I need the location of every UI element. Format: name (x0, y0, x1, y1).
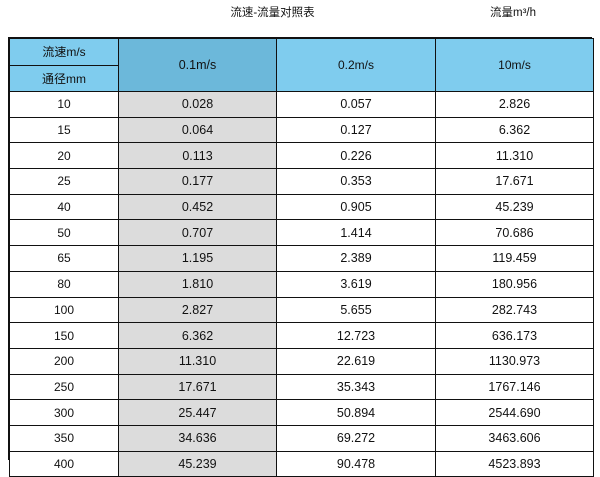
cell-flow-v01: 0.028 (118, 91, 277, 118)
cell-flow-v02: 0.127 (276, 116, 436, 144)
cell-flow-v02: 22.619 (276, 347, 436, 375)
table-row: 100 2.827 5.655 282.743 (9, 296, 594, 324)
header-corner-velocity-label: 流速m/s (9, 38, 119, 66)
cell-flow-v10: 45.239 (435, 193, 594, 221)
cell-flow-v02: 35.343 (276, 373, 436, 401)
cell-flow-v02: 0.353 (276, 168, 436, 195)
cell-flow-v02: 2.389 (276, 245, 436, 272)
cell-flow-v02: 1.414 (276, 219, 436, 247)
cell-flow-v02: 69.272 (276, 424, 436, 452)
cell-flow-v02: 12.723 (276, 322, 436, 349)
table-header-row-bottom: 通径mm (9, 64, 594, 92)
cell-flow-v01: 34.636 (118, 424, 277, 452)
cell-flow-v10: 2544.690 (435, 399, 594, 426)
column-header-0-2m-s[interactable]: 0.2m/s (276, 38, 436, 92)
table-row: 40 0.452 0.905 45.239 (9, 193, 594, 221)
table-row: 300 25.447 50.894 2544.690 (9, 399, 594, 426)
cell-flow-v10: 282.743 (435, 296, 594, 324)
cell-flow-v10: 636.173 (435, 322, 594, 349)
cell-nominal-diameter: 300 (9, 399, 119, 426)
cell-flow-v01: 1.810 (118, 270, 277, 298)
cell-flow-v01: 25.447 (118, 399, 277, 426)
cell-nominal-diameter: 400 (9, 450, 119, 477)
cell-nominal-diameter: 25 (9, 168, 119, 195)
cell-nominal-diameter: 100 (9, 296, 119, 324)
cell-flow-v01: 6.362 (118, 322, 277, 349)
cell-flow-v10: 1130.973 (435, 347, 594, 375)
cell-flow-v01: 0.707 (118, 219, 277, 247)
cell-nominal-diameter: 200 (9, 347, 119, 375)
cell-flow-v10: 1767.146 (435, 373, 594, 401)
table-row: 15 0.064 0.127 6.362 (9, 116, 594, 144)
table-row: 250 17.671 35.343 1767.146 (9, 373, 594, 401)
cell-flow-v10: 180.956 (435, 270, 594, 298)
cell-flow-v10: 17.671 (435, 168, 594, 195)
cell-flow-v02: 0.905 (276, 193, 436, 221)
cell-flow-v01: 45.239 (118, 450, 277, 477)
table-row: 25 0.177 0.353 17.671 (9, 168, 594, 195)
table-row: 65 1.195 2.389 119.459 (9, 245, 594, 272)
page-title: 流速-流量对照表 (230, 7, 315, 19)
table-row: 200 11.310 22.619 1130.973 (9, 347, 594, 375)
cell-flow-v10: 70.686 (435, 219, 594, 247)
cell-nominal-diameter: 250 (9, 373, 119, 401)
table-header-row-top: 流速m/s 0.1m/s 0.2m/s 10m/s (9, 38, 594, 92)
cell-flow-v01: 0.113 (118, 142, 277, 170)
cell-flow-v10: 3463.606 (435, 424, 594, 452)
cell-flow-v01: 1.195 (118, 245, 277, 272)
cell-flow-v01: 0.064 (118, 116, 277, 144)
cell-flow-v02: 5.655 (276, 296, 436, 324)
cell-flow-v01: 0.452 (118, 193, 277, 221)
cell-nominal-diameter: 150 (9, 322, 119, 349)
cell-flow-v10: 119.459 (435, 245, 594, 272)
cell-flow-v10: 6.362 (435, 116, 594, 144)
cell-nominal-diameter: 350 (9, 424, 119, 452)
column-header-0-1m-s[interactable]: 0.1m/s (118, 38, 277, 92)
table-row: 10 0.028 0.057 2.826 (9, 91, 594, 118)
flow-unit-label: 流量m³/h (490, 7, 536, 19)
cell-flow-v10: 2.826 (435, 91, 594, 118)
cell-nominal-diameter: 80 (9, 270, 119, 298)
cell-nominal-diameter: 65 (9, 245, 119, 272)
cell-flow-v02: 3.619 (276, 270, 436, 298)
cell-flow-v02: 0.057 (276, 91, 436, 118)
table-row: 20 0.113 0.226 11.310 (9, 142, 594, 170)
cell-flow-v01: 0.177 (118, 168, 277, 195)
flow-rate-table-wrapper: 流速m/s 0.1m/s 0.2m/s 10m/s 通径mm 10 0.028 0.057 2.… (8, 37, 594, 477)
table-row: 400 45.239 90.478 4523.893 (9, 450, 594, 477)
header-corner-diameter-label: 通径mm (9, 64, 119, 92)
cell-nominal-diameter: 50 (9, 219, 119, 247)
cell-flow-v10: 4523.893 (435, 450, 594, 477)
cell-flow-v02: 50.894 (276, 399, 436, 426)
cell-nominal-diameter: 10 (9, 91, 119, 118)
cell-nominal-diameter: 15 (9, 116, 119, 144)
column-header-10m-s[interactable]: 10m/s (435, 38, 594, 92)
cell-flow-v10: 11.310 (435, 142, 594, 170)
cell-nominal-diameter: 20 (9, 142, 119, 170)
table-row: 350 34.636 69.272 3463.606 (9, 424, 594, 452)
cell-flow-v01: 17.671 (118, 373, 277, 401)
table-row: 150 6.362 12.723 636.173 (9, 322, 594, 349)
cell-flow-v02: 0.226 (276, 142, 436, 170)
table-row: 80 1.810 3.619 180.956 (9, 270, 594, 298)
table-row: 50 0.707 1.414 70.686 (9, 219, 594, 247)
flow-rate-table: 流速m/s 0.1m/s 0.2m/s 10m/s 通径mm 10 0.028 0.057 2.… (9, 38, 594, 477)
cell-flow-v01: 11.310 (118, 347, 277, 375)
cell-nominal-diameter: 40 (9, 193, 119, 221)
cell-flow-v01: 2.827 (118, 296, 277, 324)
titles-bar: 流速-流量对照表 流量m³/h (0, 0, 600, 37)
cell-flow-v02: 90.478 (276, 450, 436, 477)
